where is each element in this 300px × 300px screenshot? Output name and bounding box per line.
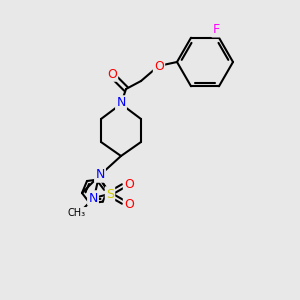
Text: O: O <box>124 178 134 190</box>
Text: O: O <box>154 61 164 74</box>
Text: F: F <box>212 23 220 36</box>
Text: N: N <box>88 191 98 205</box>
Text: N: N <box>116 97 126 110</box>
Text: N: N <box>95 169 105 182</box>
Text: O: O <box>107 68 117 80</box>
Text: CH₃: CH₃ <box>68 208 86 218</box>
Text: O: O <box>124 197 134 211</box>
Text: S: S <box>106 188 114 200</box>
